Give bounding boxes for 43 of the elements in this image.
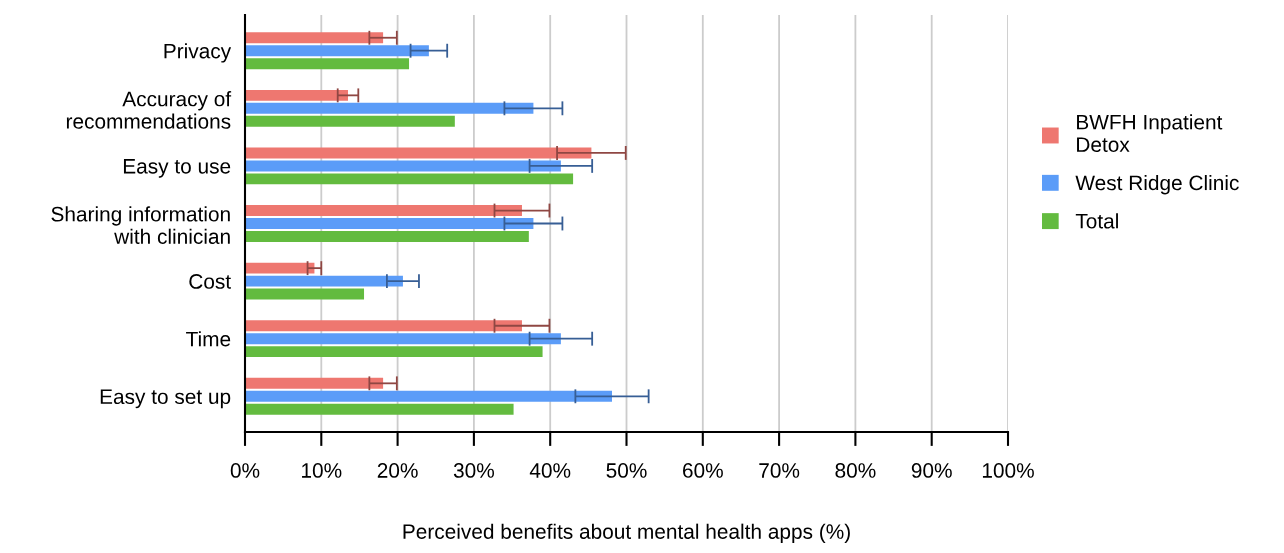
bar (245, 160, 561, 172)
legend-label: Total (1075, 213, 1118, 229)
x-tick-label: 0% (230, 463, 260, 478)
y-tick-label: Time (186, 331, 231, 347)
x-tick-label: 60% (683, 463, 723, 478)
bar (245, 403, 514, 415)
bar (245, 58, 410, 70)
bar (245, 288, 365, 300)
y-tick-label: Cost (189, 274, 231, 289)
y-tick-label: Easy to use (123, 159, 231, 178)
legend-label: West Ridge Clinic (1075, 174, 1239, 195)
x-tick-label: 100% (982, 463, 1034, 478)
x-tick-label: 50% (606, 463, 647, 478)
bar (245, 390, 612, 402)
y-tick-label: Accuracy of recommendations (66, 91, 232, 129)
x-tick-label: 10% (302, 463, 342, 478)
x-tick-label: 90% (911, 463, 952, 478)
x-tick-label: 40% (529, 463, 571, 478)
bar (245, 346, 543, 358)
bar (245, 89, 349, 101)
bar (245, 45, 429, 57)
x-tick-label: 80% (835, 463, 876, 478)
bar (245, 218, 534, 229)
bar (245, 377, 384, 389)
bar (245, 173, 574, 185)
bar (245, 320, 522, 332)
legend-label: BWFH Inpatient Detox (1077, 114, 1223, 152)
bar (245, 32, 384, 44)
bar (245, 147, 592, 159)
bar (245, 230, 529, 242)
y-tick-label: Sharing information with clinician (51, 206, 230, 244)
x-tick-label: 70% (759, 463, 800, 478)
bar (245, 333, 561, 345)
y-tick-label: Privacy (164, 43, 232, 63)
bar (245, 275, 403, 287)
x-axis-title: Perceived benefits about mental health apps (%) (403, 523, 850, 544)
bar (245, 102, 534, 114)
x-tick-label: 20% (377, 463, 418, 478)
bar (245, 115, 455, 127)
y-tick-label: Easy to set up (100, 389, 231, 409)
bar (245, 205, 522, 217)
x-tick-label: 30% (453, 463, 495, 478)
bar (245, 262, 315, 274)
